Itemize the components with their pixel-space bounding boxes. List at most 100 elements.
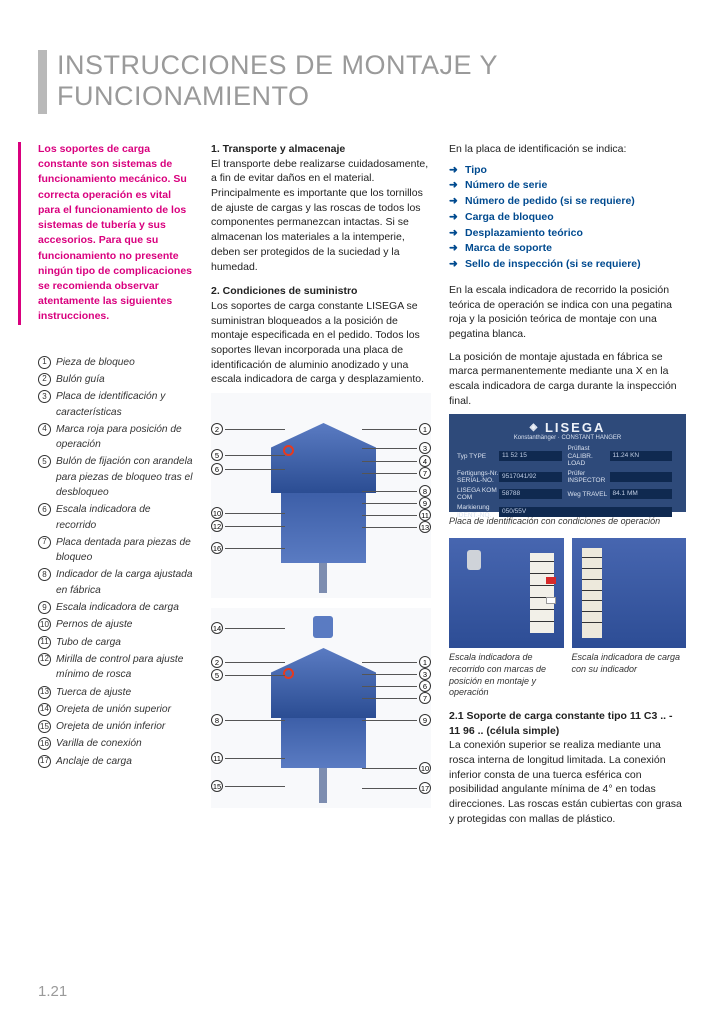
callout-line bbox=[362, 491, 417, 492]
legend-text: Tuerca de ajuste bbox=[56, 685, 193, 700]
title-block: INSTRUCCIONES DE MONTAJE Y FUNCIONAMIENT… bbox=[38, 50, 686, 114]
callout-number: 10 bbox=[419, 762, 431, 774]
legend-number: 15 bbox=[38, 720, 51, 733]
right-p1: En la escala indicadora de recorrido la … bbox=[449, 283, 686, 342]
callout-line bbox=[225, 628, 285, 629]
callout-line bbox=[362, 473, 417, 474]
bullet-item: Marca de soporte bbox=[449, 241, 686, 257]
callout-number: 2 bbox=[211, 656, 223, 668]
callout-number: 6 bbox=[419, 680, 431, 692]
callout-line bbox=[225, 429, 285, 430]
callout-line bbox=[362, 698, 417, 699]
legend-text: Bulón de fijación con arandela para piez… bbox=[56, 454, 193, 500]
highlight-circle-icon bbox=[283, 668, 294, 679]
callout-line bbox=[362, 429, 417, 430]
callout-number: 1 bbox=[419, 656, 431, 668]
callout-number: 15 bbox=[211, 780, 223, 792]
section-2-body: Los soportes de carga constante LISEGA s… bbox=[211, 300, 424, 385]
section-1-body: El transporte debe realizarse cuidadosam… bbox=[211, 158, 428, 273]
column-right: En la placa de identificación se indica:… bbox=[449, 142, 686, 826]
legend-number: 16 bbox=[38, 737, 51, 750]
callout-line bbox=[225, 513, 285, 514]
callout-number: 8 bbox=[419, 485, 431, 497]
section-2-1: 2.1 Soporte de carga constante tipo 11 C… bbox=[449, 709, 686, 827]
section-2-head: 2. Condiciones de suministro bbox=[211, 285, 357, 297]
np-travel-label: Weg TRAVEL bbox=[568, 491, 610, 498]
legend-number: 2 bbox=[38, 373, 51, 386]
indicator-travel bbox=[449, 538, 564, 648]
bullet-list: TipoNúmero de serieNúmero de pedido (si … bbox=[449, 163, 686, 273]
callout-number: 11 bbox=[211, 752, 223, 764]
callout-line bbox=[225, 548, 285, 549]
right-p2: La posición de montaje ajustada en fábri… bbox=[449, 350, 686, 409]
np-kom-label: LISEGA KOM COM bbox=[457, 487, 499, 501]
callout-number: 10 bbox=[211, 507, 223, 519]
np-ident-val: 050/55V bbox=[499, 507, 672, 517]
np-serial-label: Fertigungs-Nr. SERIAL-NO. bbox=[457, 470, 499, 484]
diagram-bottom-lower bbox=[281, 718, 366, 768]
callout-line bbox=[362, 515, 417, 516]
callout-line bbox=[225, 662, 285, 663]
callout-number: 8 bbox=[211, 714, 223, 726]
np-travel-val: 84.1 MM bbox=[610, 489, 673, 499]
callout-number: 6 bbox=[211, 463, 223, 475]
callout-number: 1 bbox=[419, 423, 431, 435]
diagram-top-lower bbox=[281, 493, 366, 563]
legend-text: Orejeta de unión inferior bbox=[56, 719, 193, 734]
callout-line bbox=[225, 675, 285, 676]
callout-number: 17 bbox=[419, 782, 431, 794]
legend-number: 3 bbox=[38, 390, 51, 403]
diagram-bottom-lug bbox=[313, 616, 333, 638]
red-marker-icon bbox=[546, 577, 556, 584]
diagram-top-housing bbox=[271, 423, 376, 493]
callout-line bbox=[225, 455, 285, 456]
legend-number: 14 bbox=[38, 703, 51, 716]
nameplate-logo: ◈ LISEGA bbox=[457, 420, 678, 435]
nameplate-row: Typ TYPE 11 52 15 Prüflast CALIBR. LOAD … bbox=[457, 445, 678, 466]
callout-line bbox=[362, 527, 417, 528]
callout-number: 5 bbox=[211, 669, 223, 681]
legend-number: 9 bbox=[38, 601, 51, 614]
np-load-val: 11.24 KN bbox=[610, 451, 673, 461]
callout-number: 9 bbox=[419, 497, 431, 509]
diagram-top: 2561012161347891113 bbox=[211, 393, 431, 598]
callout-line bbox=[225, 469, 285, 470]
callout-line bbox=[362, 461, 417, 462]
legend-number: 7 bbox=[38, 536, 51, 549]
callout-number: 7 bbox=[419, 692, 431, 704]
nameplate-row: LISEGA KOM COM 58788 Weg TRAVEL 84.1 MM bbox=[457, 487, 678, 501]
nameplate: ◈ LISEGA Konstanthänger · CONSTANT HANGE… bbox=[449, 414, 686, 512]
section-2-1-head: 2.1 Soporte de carga constante tipo 11 C… bbox=[449, 710, 672, 737]
legend-number: 4 bbox=[38, 423, 51, 436]
section-1-head: 1. Transporte y almacenaje bbox=[211, 143, 345, 155]
callout-number: 3 bbox=[419, 442, 431, 454]
legend-number: 17 bbox=[38, 755, 51, 768]
legend-list: 1Pieza de bloqueo2Bulón guía3Placa de id… bbox=[38, 355, 193, 769]
legend-item: 7 Placa dentada para piezas de bloqueo bbox=[38, 535, 193, 566]
legend-text: Varilla de conexión bbox=[56, 736, 193, 751]
legend-number: 8 bbox=[38, 568, 51, 581]
np-insp-val bbox=[610, 472, 673, 482]
indicator-load bbox=[572, 538, 687, 648]
callout-number: 5 bbox=[211, 449, 223, 461]
callout-line bbox=[362, 686, 417, 687]
callout-number: 16 bbox=[211, 542, 223, 554]
diagram-top-rod bbox=[319, 563, 327, 593]
callout-number: 2 bbox=[211, 423, 223, 435]
legend-text: Escala indicadora de recorrido bbox=[56, 502, 193, 533]
callout-number: 13 bbox=[419, 521, 431, 533]
intro-text: Los soportes de carga constante son sist… bbox=[38, 142, 193, 325]
indicator-load-scale bbox=[582, 548, 602, 638]
bullet-item: Número de serie bbox=[449, 178, 686, 194]
nameplate-row: Fertigungs-Nr. SERIAL-NO. 9517041/92 Prü… bbox=[457, 470, 678, 484]
legend-text: Anclaje de carga bbox=[56, 754, 193, 769]
nameplate-brand: LISEGA bbox=[545, 420, 605, 435]
page: INSTRUCCIONES DE MONTAJE Y FUNCIONAMIENT… bbox=[0, 0, 724, 1024]
column-left: Los soportes de carga constante son sist… bbox=[38, 142, 193, 826]
legend-item: 10Pernos de ajuste bbox=[38, 617, 193, 632]
callout-line bbox=[362, 720, 417, 721]
legend-text: Marca roja para posición de operación bbox=[56, 422, 193, 453]
white-marker-icon bbox=[546, 597, 556, 604]
legend-text: Placa dentada para piezas de bloqueo bbox=[56, 535, 193, 566]
callout-line bbox=[362, 674, 417, 675]
